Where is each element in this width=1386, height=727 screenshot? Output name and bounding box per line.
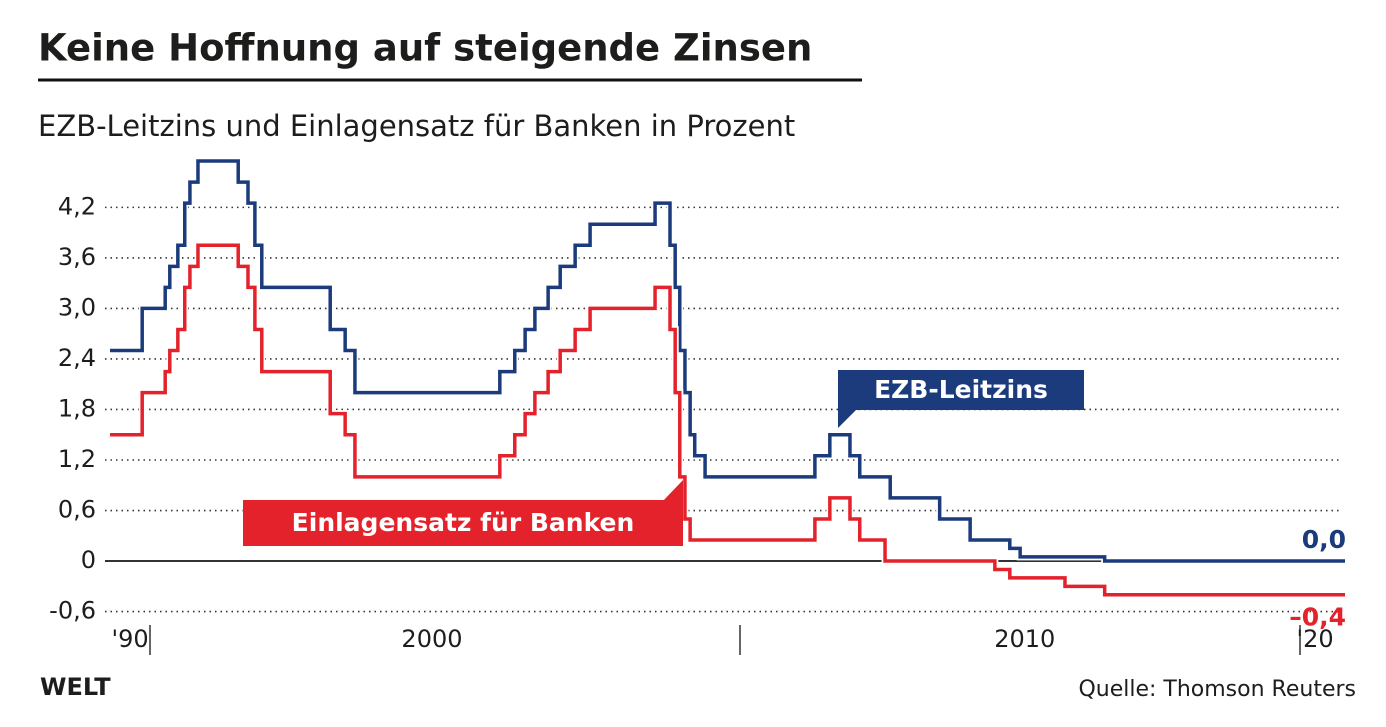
y-tick-label: 0 (81, 546, 96, 574)
y-tick-label: -0,6 (49, 597, 96, 625)
legend-box (838, 370, 1084, 410)
x-tick-label: '90 (112, 625, 149, 653)
y-tick-label: 3,6 (58, 243, 96, 271)
x-tick-label: 2000 (401, 625, 462, 653)
line (110, 243, 1345, 597)
y-tick-label: 0,6 (58, 496, 96, 524)
legend-box (243, 500, 683, 546)
legend-pointer (838, 408, 858, 428)
source: Quelle: Thomson Reuters (1078, 677, 1356, 702)
y-tick-label: 3,0 (58, 293, 96, 321)
chart-subtitle: EZB-Leitzins und Einlagensatz für Banken… (38, 109, 795, 143)
y-tick-label: 4,2 (58, 192, 96, 220)
y-tick-label: 1,2 (58, 445, 96, 473)
x-tick-label: 2010 (994, 625, 1055, 653)
value-label: –0,4 (1289, 603, 1346, 632)
legend-label: Einlagensatz für Banken (292, 508, 635, 537)
line (110, 159, 1345, 563)
chart-title: Keine Hoffnung auf steigende Zinsen (38, 27, 812, 70)
legend-label: EZB-Leitzins (874, 375, 1048, 404)
y-tick-label: 2,4 (58, 344, 96, 372)
y-tick-label: 1,8 (58, 394, 96, 422)
x-tick-label: '20 (1297, 625, 1334, 653)
legend-pointer (662, 480, 683, 502)
brand: WELT (40, 673, 111, 701)
value-label: 0,0 (1302, 525, 1346, 554)
